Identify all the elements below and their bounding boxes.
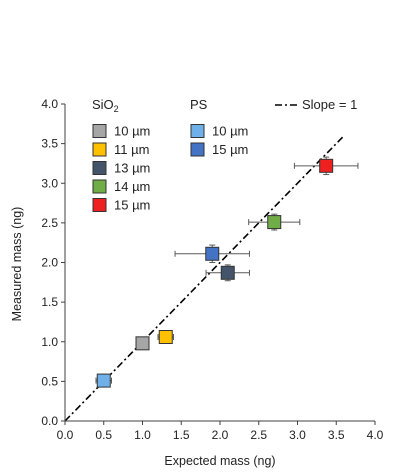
x-tick-label: 2.0 xyxy=(212,428,229,442)
y-tick-label: 2.0 xyxy=(41,256,58,270)
legend-swatch xyxy=(92,179,107,194)
x-tick-label: 4.0 xyxy=(367,428,384,442)
legend-entry-label: 15 µm xyxy=(114,198,150,213)
legend-entry-label: 15 µm xyxy=(212,142,248,157)
x-tick-label: 3.0 xyxy=(289,428,306,442)
legend-entry-label: 10 µm xyxy=(114,124,150,139)
legend-slope-line-label: Slope = 1 xyxy=(302,97,357,112)
x-tick-label: 1.5 xyxy=(173,428,190,442)
data-points-layer xyxy=(95,156,359,388)
data-point xyxy=(319,158,334,173)
slope-line xyxy=(64,135,345,422)
y-tick-label: 1.0 xyxy=(41,335,58,349)
data-point xyxy=(158,329,173,344)
data-point xyxy=(96,373,111,388)
legend-group-title-main: SiO xyxy=(92,97,114,112)
legend-swatch xyxy=(190,142,205,157)
legend-entry-label: 11 µm xyxy=(114,142,149,157)
data-point xyxy=(205,246,220,261)
axes-layer: 0.0 0.5 1.0 1.5 2.0 2.5 3.0 3.5 4.0 0.0 0.5 1.0 1.5 2… xyxy=(41,97,383,442)
x-tick-label: 2.5 xyxy=(250,428,267,442)
data-point xyxy=(135,336,150,351)
y-tick-label: 1.5 xyxy=(41,295,58,309)
y-tick-label: 4.0 xyxy=(41,97,58,111)
data-point xyxy=(220,265,235,280)
legend: SiO2 10 µm 11 µm 13 µm 14 µm 15 µm PS 10 µm 15 µ… xyxy=(92,97,357,213)
legend-swatch xyxy=(92,142,107,157)
data-point xyxy=(267,215,282,230)
legend-swatch xyxy=(190,124,205,138)
legend-swatch xyxy=(92,124,107,138)
legend-group-title: SiO2 xyxy=(92,97,119,114)
reference-line-layer xyxy=(64,135,345,422)
y-tick-label: 3.0 xyxy=(41,176,58,190)
x-tick-label: 3.5 xyxy=(328,428,345,442)
legend-swatch xyxy=(92,161,107,175)
y-tick-label: 3.5 xyxy=(41,137,58,151)
y-axis-label: Measured mass (ng) xyxy=(10,207,24,322)
legend-entry-label: 10 µm xyxy=(212,124,248,139)
x-axis-label: Expected mass (ng) xyxy=(164,454,275,468)
x-tick-label: 0.0 xyxy=(57,428,74,442)
x-tick-label: 1.0 xyxy=(134,428,151,442)
legend-group-title-subscript: 2 xyxy=(114,104,119,114)
legend-group-title: PS xyxy=(190,97,208,112)
y-tick-label: 2.5 xyxy=(41,216,58,230)
x-tick-label: 0.5 xyxy=(95,428,112,442)
legend-entry-label: 14 µm xyxy=(114,179,150,194)
y-tick-label: 0.0 xyxy=(41,414,58,428)
legend-entry-label: 13 µm xyxy=(114,161,150,176)
legend-swatch xyxy=(92,198,107,212)
legend-group-title-main: PS xyxy=(190,97,208,112)
y-tick-label: 0.5 xyxy=(41,374,58,388)
